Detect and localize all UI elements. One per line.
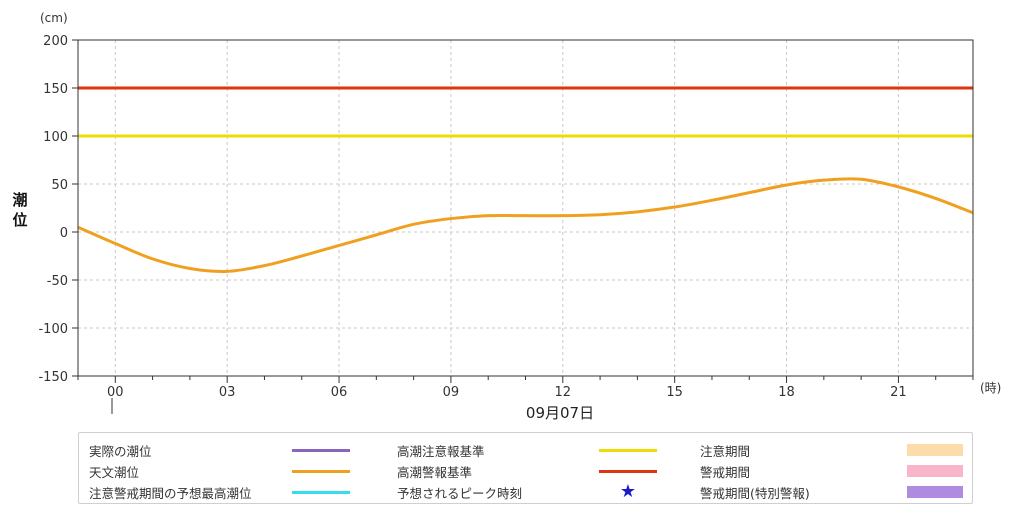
legend-label: 注意警戒期間の予想最高潮位 (89, 486, 252, 501)
legend-label: 警戒期間(特別警報) (700, 486, 810, 501)
y-tick-label: 50 (51, 178, 68, 193)
series-line (77, 177, 974, 273)
x-tick-label: 00 (107, 385, 124, 400)
date-label: 09月07日 (526, 404, 594, 422)
x-tick-label: 09 (443, 385, 460, 400)
legend-label: 予想されるピーク時刻 (397, 486, 523, 501)
legend-rect-swatch (907, 444, 963, 456)
threshold-lines (78, 86, 973, 138)
legend-label: 高潮注意報基準 (397, 444, 485, 459)
legend-label: 高潮警報基準 (397, 465, 473, 480)
x-tick-label: 18 (778, 385, 795, 400)
x-tick-label: 03 (219, 385, 236, 400)
grid (78, 40, 973, 376)
legend-line-swatch (292, 470, 350, 473)
y-axis: 200 150 100 50 0 -50 -100 -150 潮位 (12, 34, 78, 385)
legend-label: 注意期間 (700, 444, 751, 459)
y-tick-label: -50 (47, 274, 68, 289)
legend: 実際の潮位 高潮注意報基準 注意期間天文潮位 高潮警報基準 警戒期間注意警戒期間の予想最… (78, 432, 973, 504)
y-tick-label: 100 (43, 130, 68, 145)
legend-label: 実際の潮位 (89, 444, 152, 459)
y-tick-label: -100 (38, 322, 68, 337)
legend-rect-swatch (907, 465, 963, 477)
tide-chart: 200 150 100 50 0 -50 -100 -150 潮位 00 03 06 09 12 15 18… (12, 11, 1001, 422)
plot-frame (77, 39, 974, 377)
x-tick-label: 06 (331, 385, 348, 400)
y-axis-title: 潮位 (12, 191, 27, 229)
y-unit-label: (cm) (40, 11, 68, 25)
legend-line-swatch (599, 449, 657, 452)
x-tick-label: 15 (666, 385, 683, 400)
legend-line-swatch (292, 491, 350, 494)
y-tick-label: 150 (43, 82, 68, 97)
star-icon: ★ (619, 481, 637, 502)
x-tick-label: 21 (890, 385, 907, 400)
legend-rect-swatch (907, 486, 963, 498)
x-axis: 00 03 06 09 12 15 18 21 (77, 376, 974, 400)
series-layer (77, 177, 974, 273)
x-unit-label: (時) (980, 381, 1001, 395)
y-tick-label: -150 (38, 370, 68, 385)
x-tick-label: 12 (555, 385, 572, 400)
y-tick-label: 0 (60, 226, 68, 241)
legend-label: 天文潮位 (89, 465, 140, 480)
legend-label: 警戒期間 (700, 465, 751, 480)
legend-line-swatch (599, 470, 657, 473)
legend-line-swatch (292, 449, 350, 452)
y-tick-label: 200 (43, 34, 68, 49)
